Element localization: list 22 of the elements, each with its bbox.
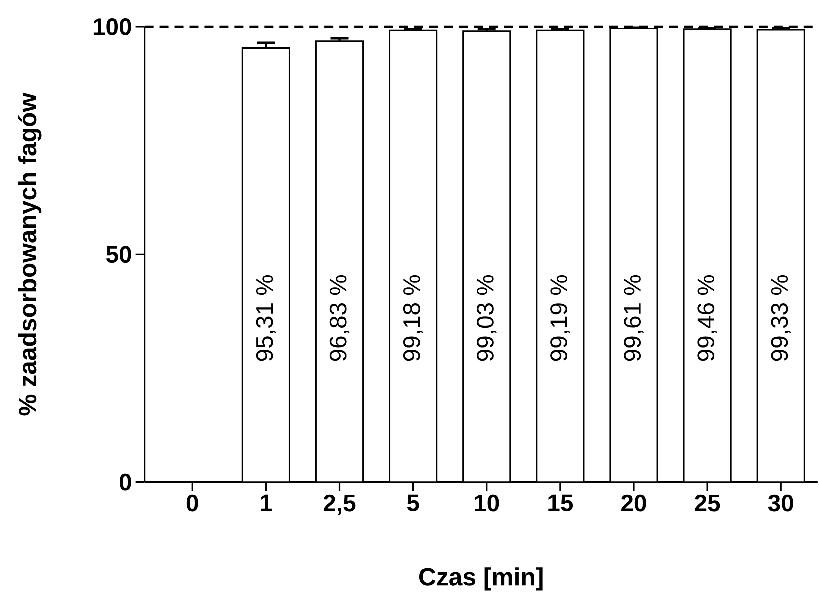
data-label: 99,33 %	[771, 275, 791, 361]
x-axis-title: Czas [min]	[419, 568, 543, 591]
x-tick-label: 30	[768, 494, 794, 512]
x-tick-label: 0	[186, 494, 198, 512]
data-label: 96,83 %	[330, 275, 350, 361]
x-tick-label: 2,5	[324, 494, 356, 516]
y-tick-label: 100	[94, 18, 132, 36]
x-tick-label: 5	[407, 494, 420, 512]
x-tick-label: 10	[475, 494, 500, 512]
data-label: 99,46 %	[698, 275, 718, 361]
data-label: 99,61 %	[624, 275, 644, 361]
x-tick-label: 20	[622, 494, 646, 512]
x-tick-label: 15	[548, 494, 574, 512]
data-label: 95,31 %	[256, 275, 276, 361]
data-label: 99,18 %	[403, 275, 424, 361]
data-label: 99,19 %	[550, 275, 570, 361]
y-tick-label: 50	[106, 246, 132, 264]
x-tick-label: 1	[261, 494, 272, 512]
y-axis-title: % zaadsorbowanych fagów	[18, 92, 42, 416]
data-label: 99,03 %	[477, 275, 497, 361]
y-tick-label: 0	[120, 474, 132, 491]
x-tick-label: 25	[695, 494, 720, 512]
